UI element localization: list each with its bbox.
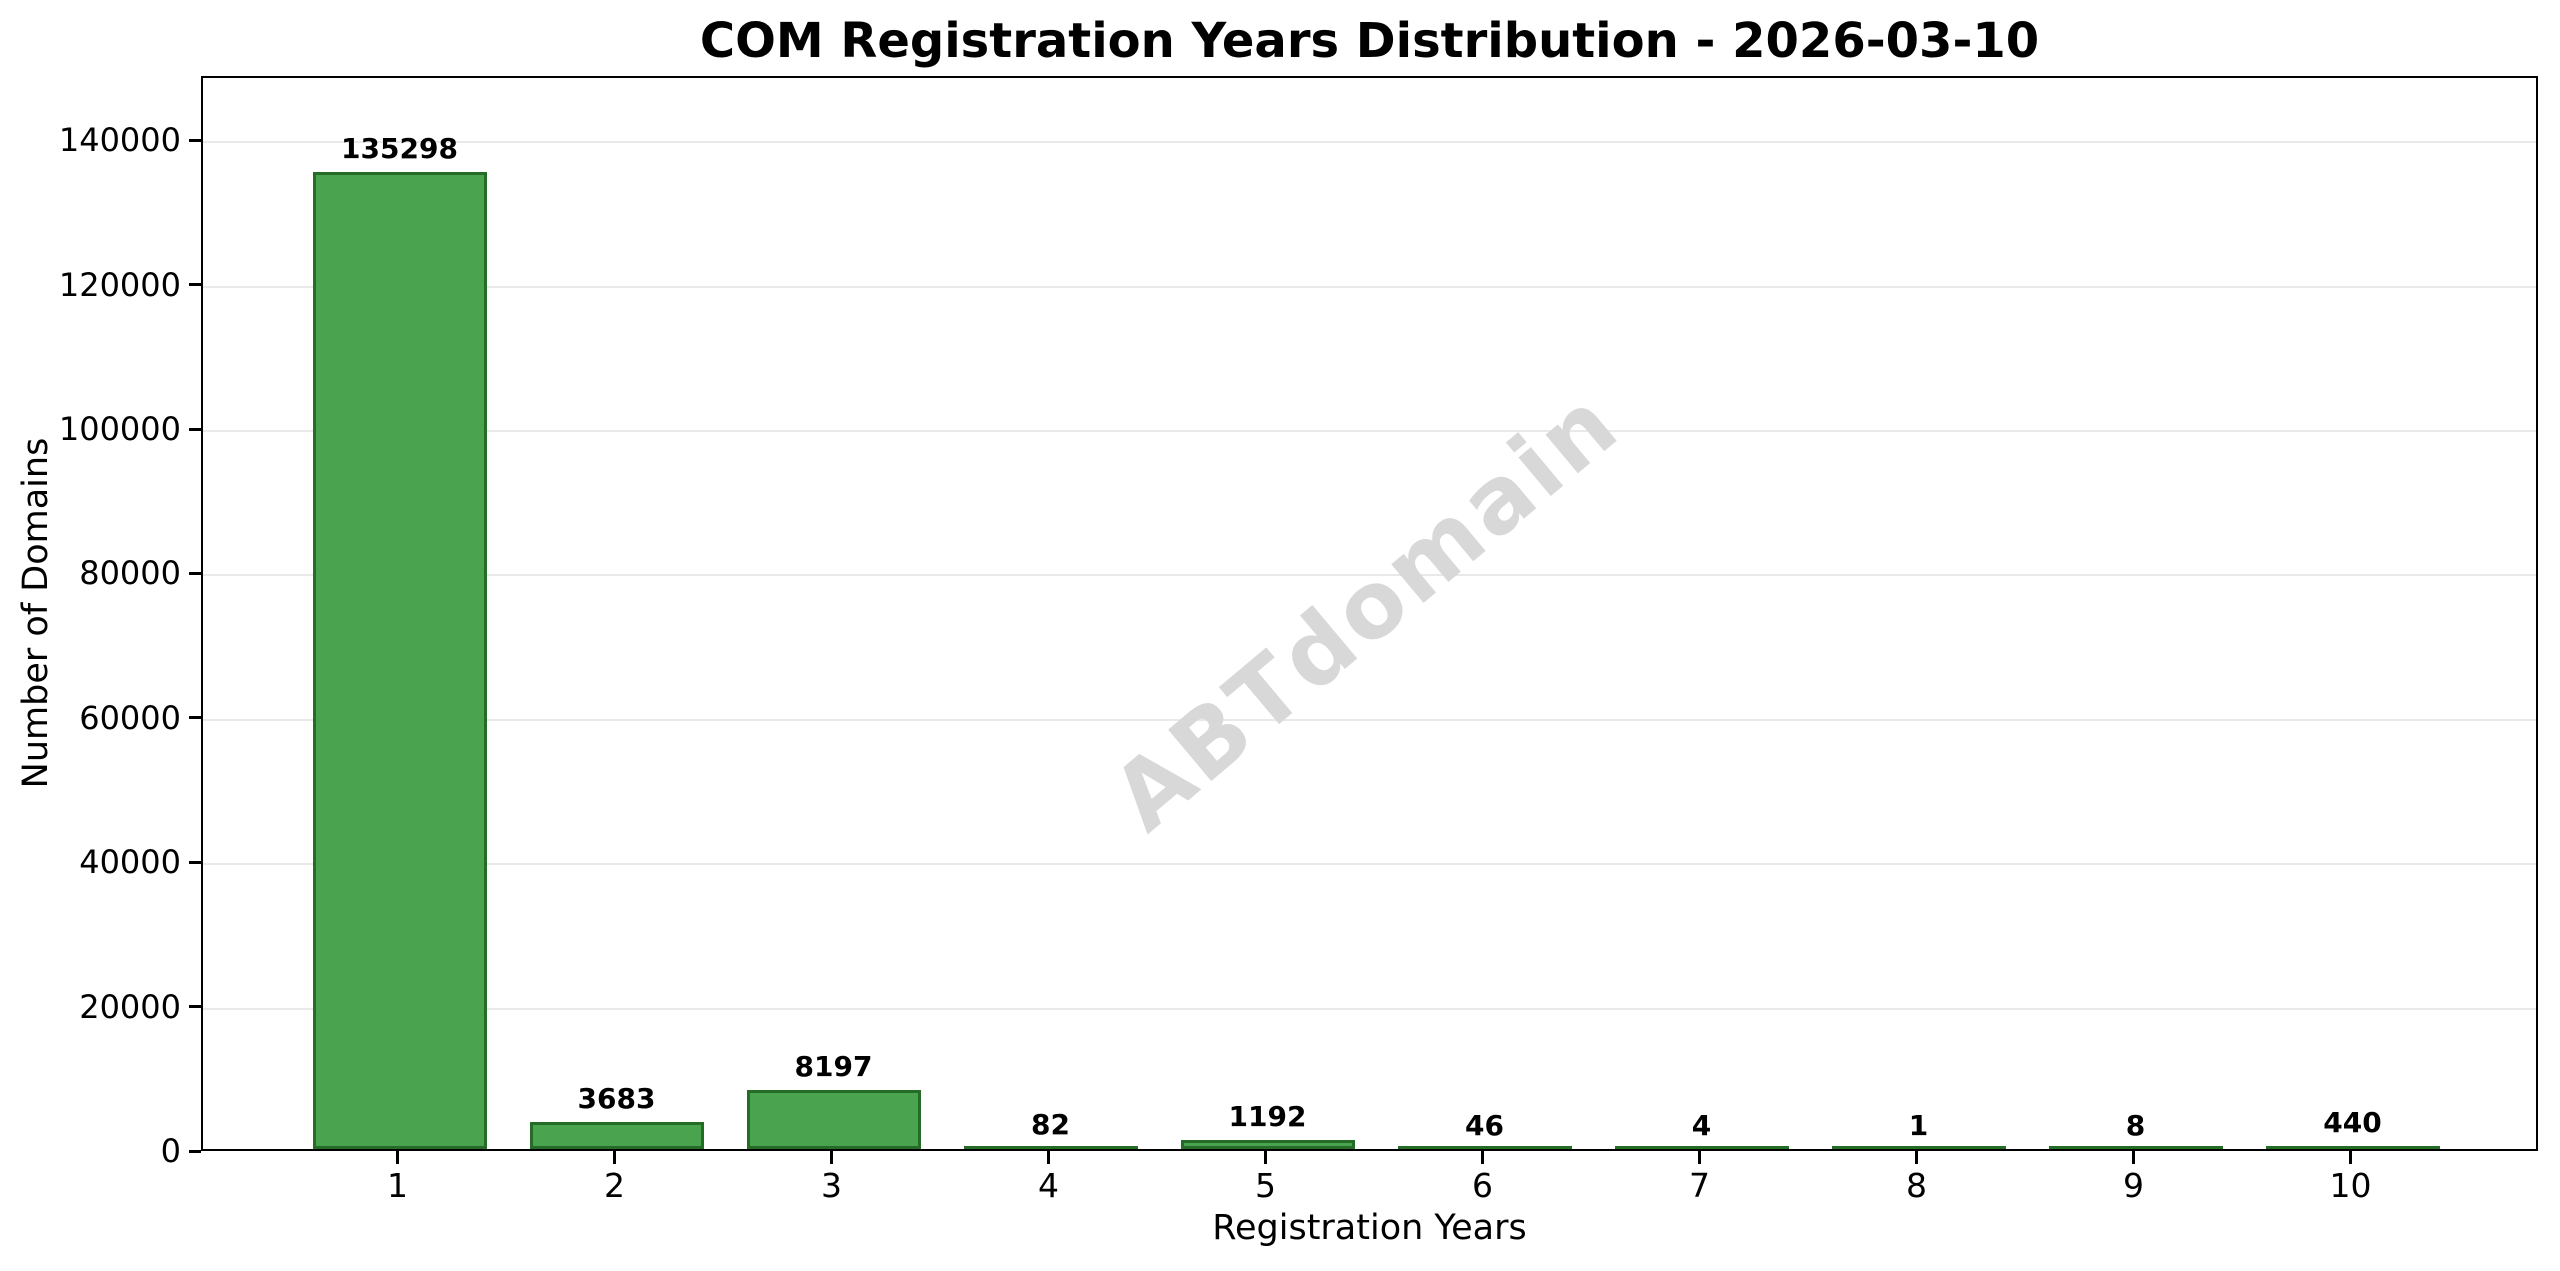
x-axis-tick — [2349, 1151, 2352, 1164]
x-axis-tick — [1915, 1151, 1918, 1164]
x-axis-tick — [613, 1151, 616, 1164]
x-tick-label: 4 — [1038, 1166, 1059, 1205]
x-axis-tick — [1264, 1151, 1267, 1164]
y-tick-label: 20000 — [79, 987, 181, 1026]
bar-value-label: 4 — [1691, 1108, 1712, 1142]
h-gridline — [203, 141, 2536, 144]
h-gridline — [203, 430, 2536, 433]
y-tick-label: 60000 — [79, 698, 181, 737]
h-gridline — [203, 574, 2536, 577]
h-gridline — [203, 285, 2536, 288]
x-axis-tick — [1047, 1151, 1050, 1164]
x-tick-label: 3 — [821, 1166, 842, 1205]
x-axis-tick — [1698, 1151, 1701, 1164]
y-tick-label: 80000 — [79, 554, 181, 593]
bar-value-label: 82 — [1031, 1108, 1070, 1142]
bar-value-label: 8 — [2125, 1108, 2146, 1142]
bar-year-3 — [746, 1089, 921, 1149]
bar-value-label: 8197 — [794, 1049, 873, 1083]
x-axis-label: Registration Years — [1212, 1208, 1527, 1248]
bar-year-1 — [312, 172, 487, 1149]
y-tick-label: 120000 — [58, 265, 181, 304]
bar-value-label: 135298 — [341, 132, 458, 166]
bar-year-8 — [1831, 1146, 2006, 1149]
y-axis-tick — [189, 138, 201, 142]
bar-fill — [749, 1092, 918, 1146]
h-gridline — [203, 718, 2536, 721]
bar-value-label: 46 — [1465, 1108, 1504, 1142]
y-axis-tick — [189, 571, 201, 575]
x-axis-tick — [1481, 1151, 1484, 1164]
x-tick-label: 9 — [2123, 1166, 2144, 1205]
x-axis-tick — [396, 1151, 399, 1164]
y-tick-label: 100000 — [58, 410, 181, 449]
bar-year-2 — [529, 1122, 704, 1149]
x-axis-tick — [830, 1151, 833, 1164]
bar-value-label: 1 — [1908, 1108, 1929, 1142]
x-tick-label: 1 — [387, 1166, 408, 1205]
x-tick-label: 10 — [2329, 1166, 2372, 1205]
bar-value-label: 3683 — [577, 1082, 656, 1116]
x-tick-label: 7 — [1689, 1166, 1710, 1205]
bar-fill — [532, 1125, 701, 1146]
x-tick-label: 6 — [1472, 1166, 1493, 1205]
chart-title: COM Registration Years Distribution - 20… — [699, 13, 2040, 69]
y-axis-tick — [189, 860, 201, 864]
x-tick-label: 5 — [1255, 1166, 1276, 1205]
bar-year-9 — [2048, 1146, 2223, 1149]
bar-year-4 — [963, 1146, 1138, 1149]
y-tick-label: 40000 — [79, 843, 181, 882]
h-gridline — [203, 1007, 2536, 1010]
y-axis-tick — [189, 1149, 201, 1153]
bar-value-label: 1192 — [1228, 1100, 1307, 1134]
x-axis-tick — [2132, 1151, 2135, 1164]
x-tick-label: 2 — [604, 1166, 625, 1205]
bar-year-5 — [1180, 1140, 1355, 1149]
bar-year-10 — [2265, 1145, 2440, 1149]
y-tick-label: 140000 — [58, 121, 181, 160]
bar-year-6 — [1397, 1146, 1572, 1149]
h-gridline — [203, 863, 2536, 866]
bar-fill — [315, 175, 484, 1146]
bar-value-label: 440 — [2323, 1105, 2382, 1139]
x-tick-label: 8 — [1906, 1166, 1927, 1205]
y-axis-tick — [189, 427, 201, 431]
y-tick-label: 0 — [160, 1132, 181, 1170]
y-axis-tick — [189, 283, 201, 287]
y-axis-tick — [189, 716, 201, 720]
watermark-text: ABTdomain — [1092, 368, 1640, 852]
plot-area: ABTdomain 135298 3683 8197 82 1192 46 4 1 8 440 — [201, 76, 2538, 1151]
y-axis-tick — [189, 1005, 201, 1009]
bar-fill — [1183, 1143, 1352, 1146]
bar-year-7 — [1614, 1146, 1789, 1149]
